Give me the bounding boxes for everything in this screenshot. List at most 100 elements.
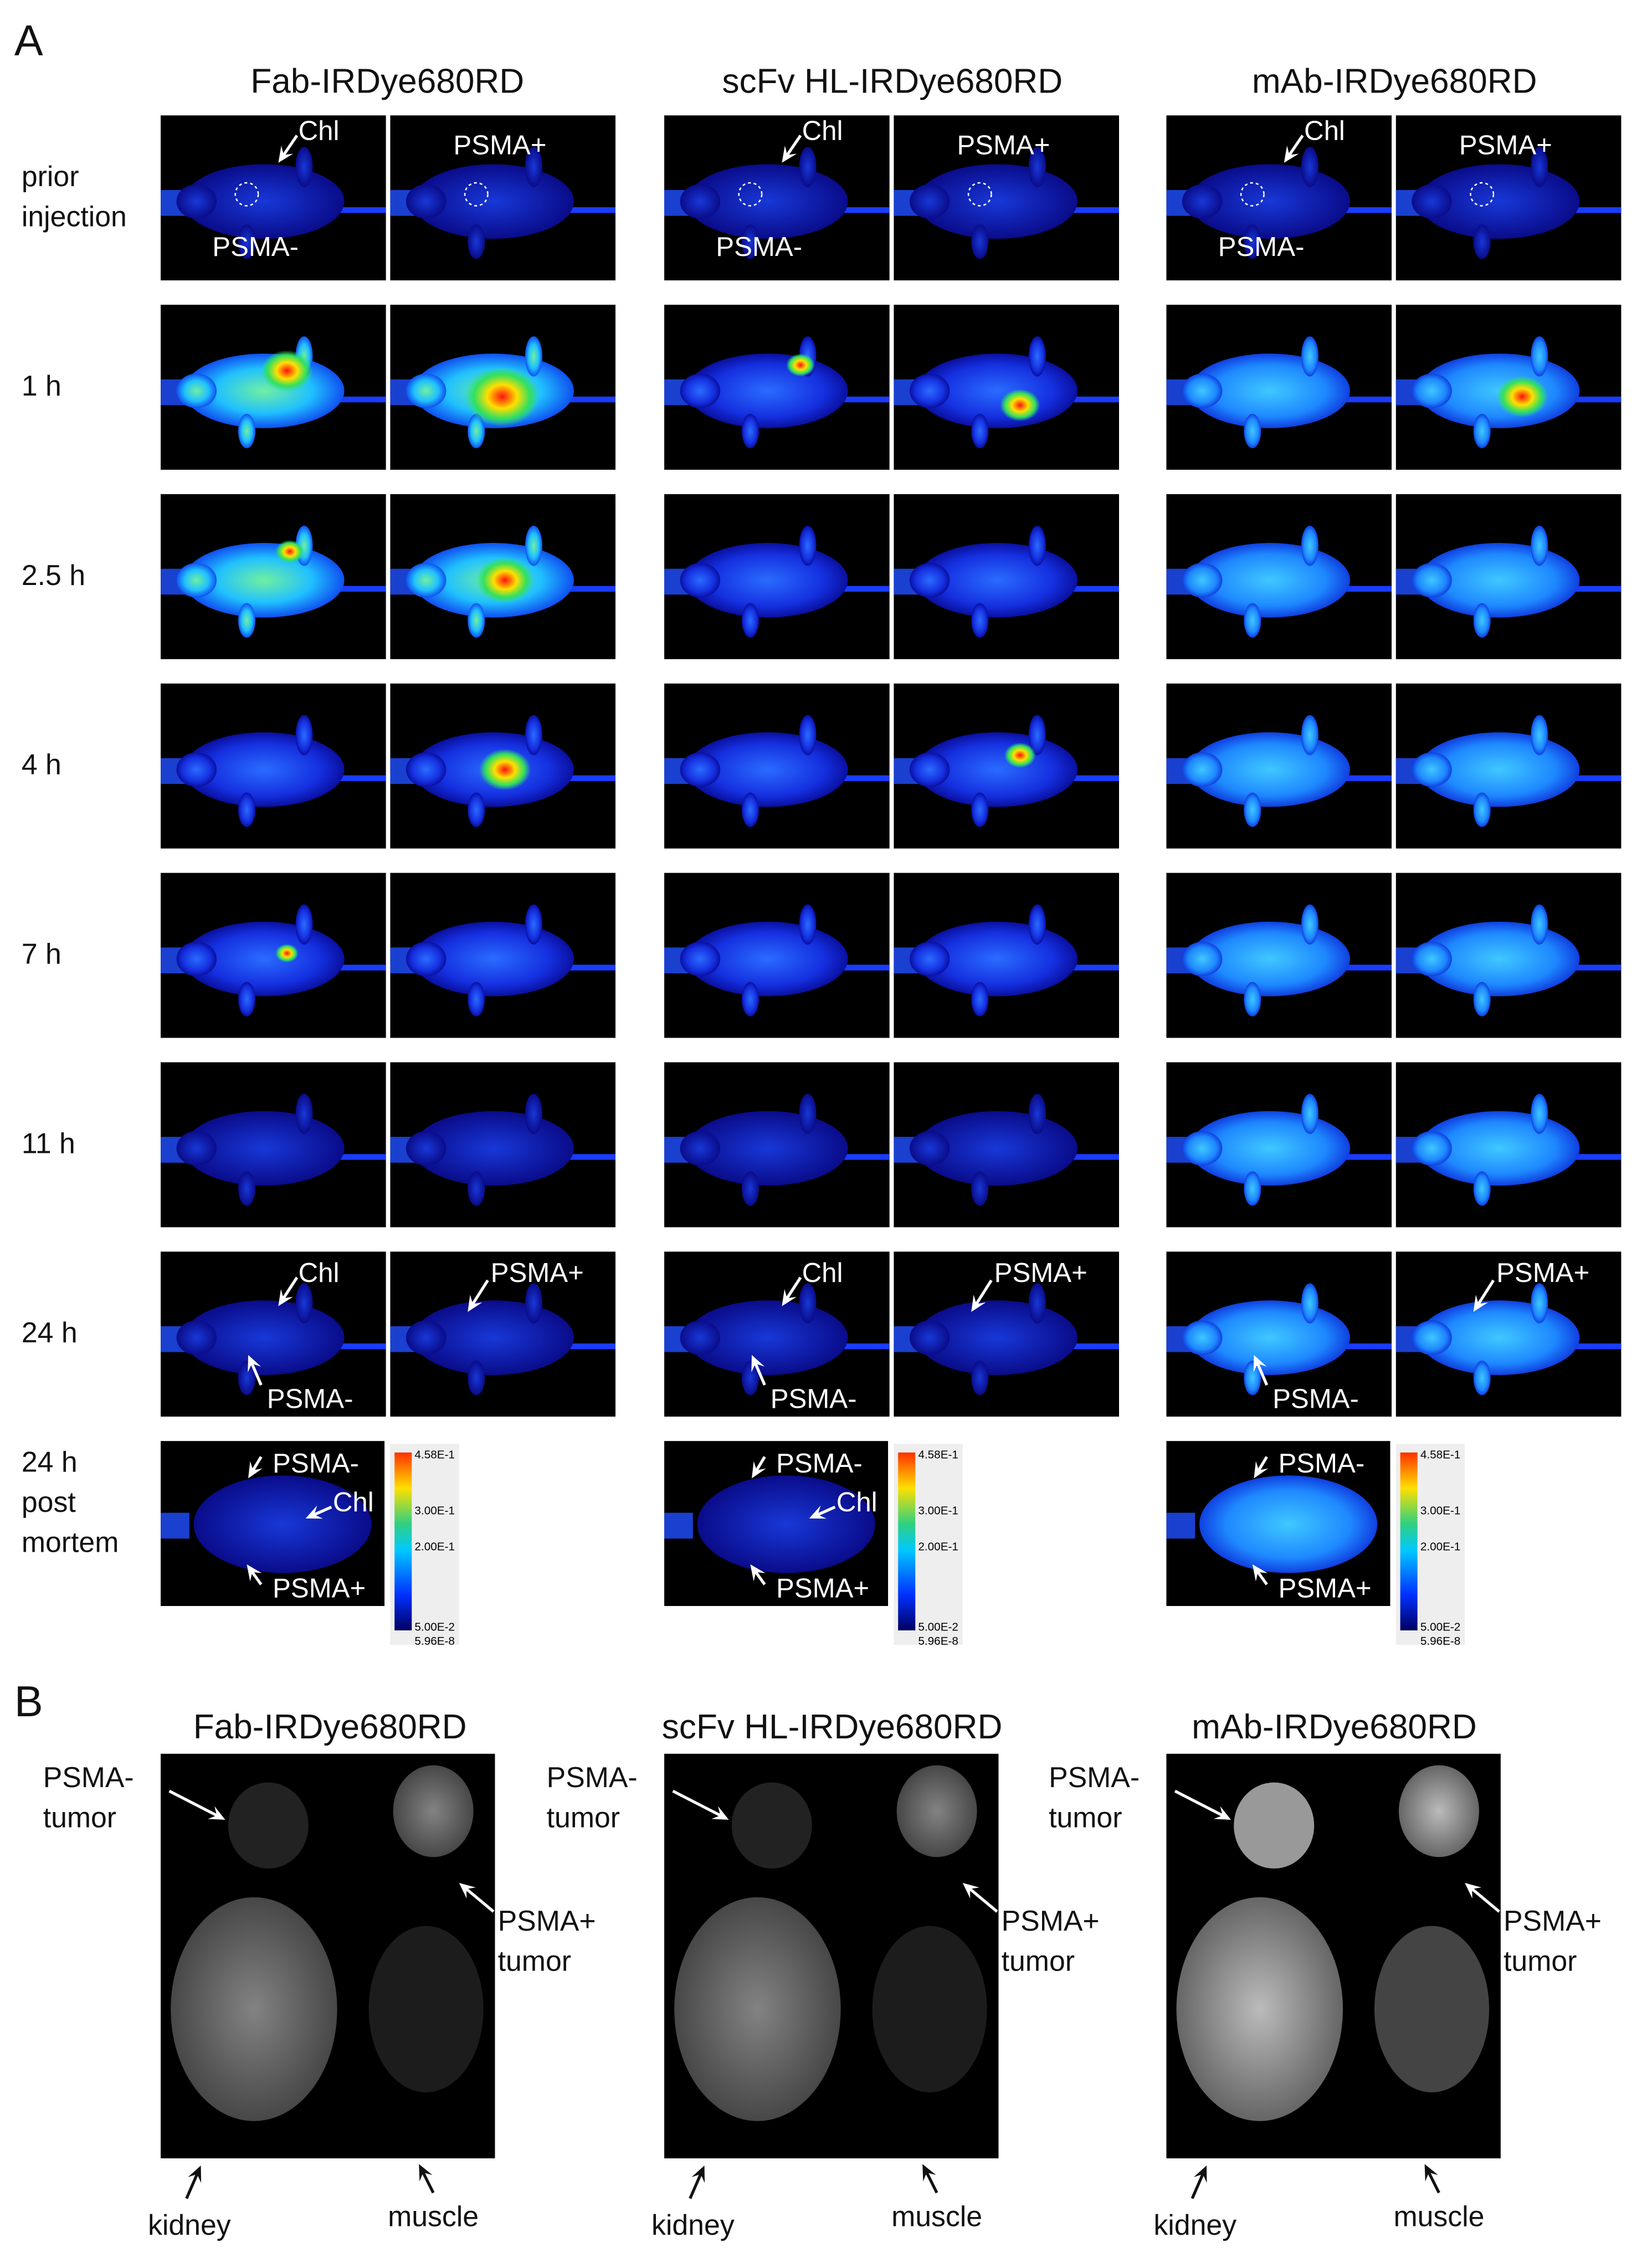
psma-pos-tumor (896, 1765, 977, 1857)
tail (1553, 1343, 1622, 1349)
colorbar-tick-label: 5.00E-2 (918, 1620, 958, 1633)
tail (1051, 396, 1119, 403)
annotation: PSMA+ (776, 1573, 869, 1604)
tail (548, 396, 615, 403)
colorbar-tick-label: 2.00E-1 (414, 1540, 455, 1553)
arrow-head (468, 1295, 483, 1312)
tail (548, 775, 615, 781)
mouse-leg (1531, 336, 1548, 377)
mouse-leg (238, 413, 255, 449)
annotation: PSMA- (1049, 1761, 1140, 1793)
mouse-leg (971, 1171, 989, 1206)
mouse-leg (1301, 1283, 1318, 1323)
row-label: 24 h (22, 1445, 78, 1477)
hotspot (1496, 376, 1548, 418)
mouse-leg (971, 982, 989, 1017)
mouse-head (1412, 1320, 1452, 1355)
arrow-shaft (282, 1276, 299, 1299)
muscle (368, 1926, 484, 2092)
arrow-shaft (672, 1789, 721, 1817)
mouse-leg (741, 792, 759, 827)
hotspot (465, 367, 540, 427)
colorbar-tick-label: 5.96E-8 (918, 1635, 958, 1648)
arrow-head (1193, 2166, 1207, 2183)
mouse-leg (1473, 982, 1491, 1017)
mouse-leg (1028, 147, 1046, 187)
mouse-head (176, 941, 217, 977)
mouse-leg (238, 982, 255, 1017)
annotation: muscle (1393, 2200, 1484, 2233)
tail (1324, 586, 1392, 592)
tumor-outline (1470, 182, 1495, 207)
arrow-head (1253, 1354, 1267, 1373)
mouse-leg (971, 1361, 989, 1395)
tail (1324, 1343, 1392, 1349)
mouse-leg (295, 904, 313, 945)
mouse-head (406, 1131, 447, 1166)
row-label: prior (22, 160, 79, 192)
mouse-leg (1531, 525, 1548, 566)
mouse-leg (238, 603, 255, 638)
arrow-shaft (689, 2173, 702, 2199)
annotation: PSMA+ (1002, 1905, 1100, 1937)
tail (318, 586, 386, 592)
colorbar-tick-label: 3.00E-1 (918, 1505, 958, 1517)
mouse-leg (1531, 1283, 1548, 1323)
mouse-leg (238, 224, 255, 259)
annotation: Chl (299, 1258, 340, 1288)
arrow-head (248, 1461, 263, 1479)
mouse-head (1182, 184, 1223, 219)
mouse-leg (1531, 904, 1548, 945)
tail (1324, 396, 1392, 403)
arrow-shaft (969, 1887, 998, 1913)
psma-pos-tumor (393, 1765, 474, 1857)
mouse-leg (238, 1171, 255, 1206)
mouse-leg (1028, 1094, 1046, 1134)
tumor-outline (464, 182, 489, 207)
tail (548, 1343, 615, 1349)
arrow-head (305, 1505, 323, 1519)
annotation: muscle (891, 2200, 982, 2233)
colorbar-tick-label: 5.00E-2 (1420, 1620, 1461, 1633)
mouse-head (909, 373, 950, 408)
mouse-body (697, 1475, 875, 1573)
arrow-head (752, 1461, 766, 1479)
mouse-head (406, 752, 447, 787)
annotation: PSMA+ (453, 130, 546, 160)
annotation: PSMA+ (498, 1905, 596, 1937)
arrow-shaft (786, 135, 802, 156)
arrow-head (278, 1289, 293, 1306)
annotation: PSMA- (1273, 1384, 1359, 1414)
psma-neg-tumor (1234, 1782, 1315, 1869)
mouse-leg (1473, 792, 1491, 827)
arrow-shaft (250, 1363, 263, 1386)
tumor-outline (967, 182, 992, 207)
annotation: tumor (1002, 1945, 1075, 1977)
tail (1051, 964, 1119, 971)
mouse-head (909, 941, 950, 977)
muscle (872, 1926, 987, 2092)
row-label: 1 h (22, 370, 61, 402)
annotation: tumor (547, 1802, 620, 1834)
colorbar-tick-label: 5.00E-2 (414, 1620, 455, 1633)
arrow-head (459, 1882, 476, 1899)
nose-holder (161, 1512, 189, 1539)
mouse-leg (1244, 413, 1261, 449)
mouse-head (680, 1320, 721, 1355)
arrow-head (750, 1564, 766, 1582)
arrow-head (1254, 1461, 1269, 1479)
arrow-head (809, 1505, 827, 1519)
annotation: PSMA+ (1459, 130, 1552, 160)
arrow-head (1465, 1882, 1482, 1899)
mouse-head (1412, 752, 1452, 787)
psma-pos-tumor (1398, 1765, 1480, 1857)
mouse-leg (1028, 1283, 1046, 1323)
mouse-head (176, 1131, 217, 1166)
tail (548, 1154, 615, 1160)
tail (318, 396, 386, 403)
mouse-leg (741, 603, 759, 638)
mouse-head (176, 373, 217, 408)
mouse-leg (741, 413, 759, 449)
annotation: Chl (333, 1487, 374, 1517)
